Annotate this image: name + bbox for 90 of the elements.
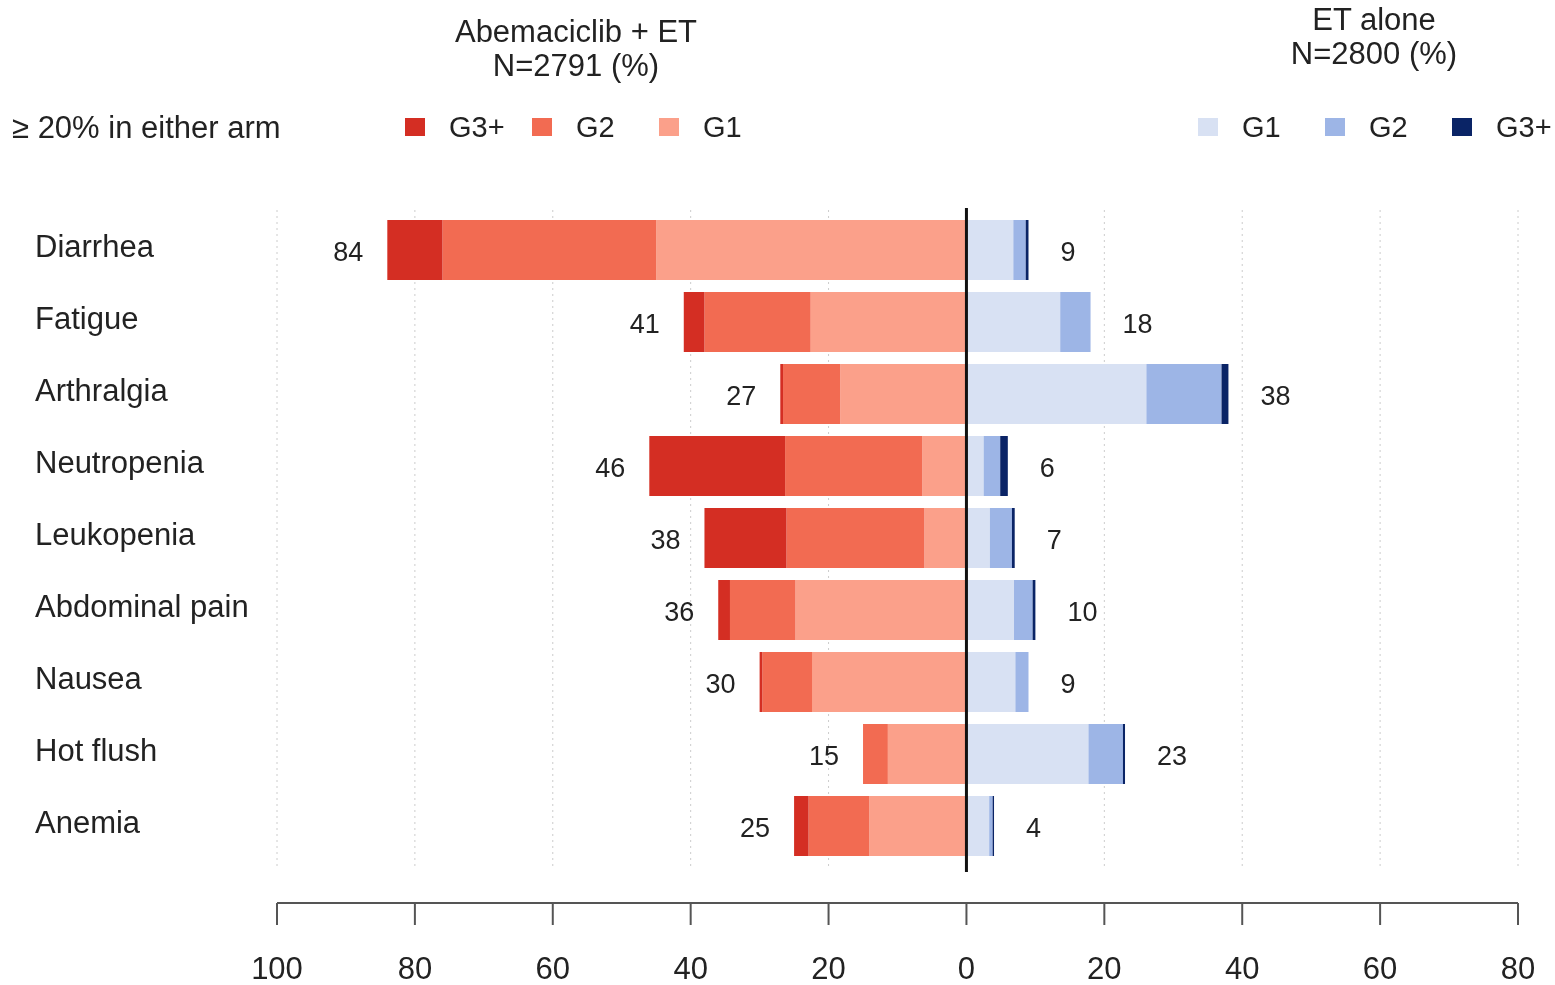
chart-subtitle: ≥ 20% in either arm xyxy=(12,109,281,145)
bar xyxy=(966,796,990,856)
bar xyxy=(966,724,1089,784)
annotation: 6 xyxy=(1039,453,1055,484)
annotation: 30 xyxy=(705,669,736,700)
y-tick-label: Abdominal pain xyxy=(35,588,249,624)
bar xyxy=(869,796,967,856)
x-tick-label: 80 xyxy=(1500,950,1536,985)
bar xyxy=(718,580,730,640)
y-tick-label: Diarrhea xyxy=(35,228,155,264)
bar xyxy=(762,652,813,712)
x-tick-label: 0 xyxy=(957,950,976,985)
bar xyxy=(1146,364,1222,424)
bar xyxy=(812,652,967,712)
annotation: 38 xyxy=(650,525,681,556)
bar xyxy=(795,580,967,640)
y-tick-label: Arthralgia xyxy=(35,372,169,408)
y-tick-label: Neutropenia xyxy=(35,444,205,480)
x-tick-label: 20 xyxy=(811,950,846,985)
legend-label: G2 xyxy=(1369,111,1408,144)
x-tick-label: 60 xyxy=(1362,950,1398,985)
bar xyxy=(729,580,796,640)
bar xyxy=(966,220,1014,280)
bar xyxy=(922,436,967,496)
bar xyxy=(966,292,1061,352)
bar xyxy=(783,364,841,424)
bar xyxy=(656,220,967,280)
annotation: 7 xyxy=(1046,525,1062,556)
annotation: 15 xyxy=(808,741,840,772)
bar xyxy=(1014,580,1033,640)
y-tick-label: Leukopenia xyxy=(35,516,197,552)
annotation: 38 xyxy=(1260,381,1291,412)
x-tick-label: 40 xyxy=(1224,950,1260,985)
annotation: 46 xyxy=(595,453,626,484)
legend-label: G2 xyxy=(576,111,615,144)
bar xyxy=(649,436,786,496)
bar xyxy=(780,364,784,424)
bar xyxy=(840,364,967,424)
annotation: 9 xyxy=(1060,237,1076,268)
bar xyxy=(1013,220,1026,280)
bar xyxy=(989,508,1012,568)
bar xyxy=(966,364,1147,424)
annotation: 23 xyxy=(1157,741,1188,772)
annotation: 18 xyxy=(1122,309,1153,340)
bar xyxy=(1000,436,1008,496)
bar xyxy=(1088,724,1123,784)
x-tick-label: 100 xyxy=(251,950,303,985)
x-tick-label: 60 xyxy=(535,950,571,985)
x-tick-label: 40 xyxy=(673,950,708,985)
annotation: 36 xyxy=(664,597,695,628)
y-tick-label: Hot flush xyxy=(35,732,158,768)
annotation: 25 xyxy=(740,813,771,844)
bar xyxy=(924,508,967,568)
annotation: 4 xyxy=(1026,813,1042,844)
y-tick-label: Fatigue xyxy=(35,300,139,336)
bar xyxy=(786,508,925,568)
bar xyxy=(704,292,811,352)
annotation: 10 xyxy=(1067,597,1098,628)
bar xyxy=(863,724,888,784)
legend-label: G3+ xyxy=(449,111,505,144)
bar xyxy=(683,292,705,352)
x-tick-label: 20 xyxy=(1087,950,1122,985)
bar xyxy=(1015,652,1029,712)
text: Abemaciclib + ET N=2791 (%) xyxy=(454,14,698,83)
bar xyxy=(704,508,787,568)
bar xyxy=(1060,292,1091,352)
bar xyxy=(966,652,1016,712)
bar xyxy=(785,436,923,496)
bar xyxy=(794,796,809,856)
x-tick-label: 80 xyxy=(397,950,433,985)
annotation: 9 xyxy=(1060,669,1076,700)
legend-label: G1 xyxy=(703,111,742,144)
annotation: 27 xyxy=(726,381,757,412)
text: ET alone N=2800 (%) xyxy=(1290,2,1458,71)
bar xyxy=(810,292,967,352)
bar xyxy=(442,220,657,280)
annotation: 41 xyxy=(629,309,660,340)
y-tick-label: Nausea xyxy=(35,660,143,696)
bar xyxy=(887,724,967,784)
bar xyxy=(966,580,1015,640)
y-tick-label: Anemia xyxy=(35,804,141,840)
bar xyxy=(966,508,990,568)
bar xyxy=(983,436,1001,496)
legend-label: G1 xyxy=(1242,111,1281,144)
bar xyxy=(387,220,443,280)
legend-label: G3+ xyxy=(1496,111,1552,144)
annotation: 84 xyxy=(333,237,364,268)
bar xyxy=(1122,724,1126,784)
bar xyxy=(808,796,870,856)
bar xyxy=(1011,508,1015,568)
